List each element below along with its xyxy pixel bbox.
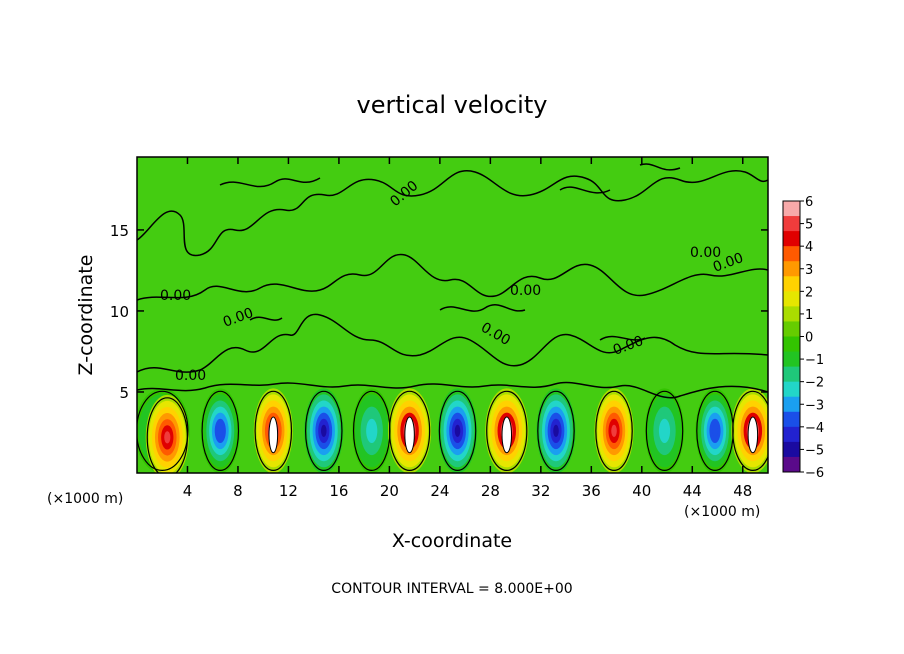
colorbar-swatch bbox=[783, 321, 800, 337]
velocity-cell-contour bbox=[732, 390, 768, 471]
velocity-cell-core bbox=[268, 416, 279, 454]
velocity-cell-ring bbox=[611, 424, 617, 437]
contour-interval-note: CONTOUR INTERVAL = 8.000E+00 bbox=[331, 581, 572, 597]
velocity-cell-core bbox=[501, 416, 513, 454]
colorbar-tick-label: 0 bbox=[805, 331, 813, 346]
y-axis-label: Z-coordinate bbox=[75, 255, 97, 376]
x-tick-label: 24 bbox=[430, 482, 449, 500]
zero-contours bbox=[137, 163, 768, 399]
velocity-cell-contour bbox=[146, 397, 188, 473]
colorbar-tick-label: 3 bbox=[805, 263, 813, 278]
x-tick-label: 36 bbox=[582, 482, 601, 500]
x-tick-label: 16 bbox=[329, 482, 348, 500]
colorbar-tick-label: −3 bbox=[805, 398, 824, 413]
x-axis-unit-right: (×1000 m) bbox=[684, 504, 760, 520]
velocity-cell-contour bbox=[537, 390, 575, 472]
colorbar-tick-label: −5 bbox=[805, 443, 824, 458]
colorbar-tick-label: 6 bbox=[805, 195, 813, 210]
colorbar-swatch bbox=[783, 246, 800, 262]
x-tick-label: 48 bbox=[733, 482, 752, 500]
colorbar-swatch bbox=[783, 291, 800, 307]
contour-label: 0.00 bbox=[175, 368, 206, 384]
x-tick-label: 28 bbox=[481, 482, 500, 500]
contour-line bbox=[137, 253, 768, 301]
colorbar-tick-label: −1 bbox=[805, 353, 824, 368]
colorbar-swatch bbox=[783, 456, 800, 473]
colorbar-swatch bbox=[783, 306, 800, 322]
colorbar-tick-label: 2 bbox=[805, 285, 813, 300]
contour-label: 0.00 bbox=[160, 288, 191, 304]
contour-line bbox=[137, 170, 768, 257]
colorbar-swatch bbox=[783, 201, 800, 217]
plot-frame bbox=[136, 156, 769, 474]
colorbar-swatch bbox=[783, 351, 800, 368]
colorbar-swatch bbox=[783, 396, 800, 413]
x-tick-label: 4 bbox=[183, 482, 193, 500]
cell-core-contours bbox=[137, 390, 768, 473]
velocity-cell-core bbox=[747, 416, 759, 454]
x-tick-label: 32 bbox=[531, 482, 550, 500]
colorbar-swatch bbox=[783, 426, 800, 443]
contour-line bbox=[219, 163, 681, 194]
x-tick-label: 40 bbox=[632, 482, 651, 500]
x-tick-label: 8 bbox=[233, 482, 243, 500]
velocity-cell-ring bbox=[661, 424, 668, 437]
x-tick-label: 44 bbox=[683, 482, 702, 500]
colorbar-swatch bbox=[783, 276, 800, 292]
colorbar-swatch bbox=[783, 411, 800, 428]
velocity-cell-contour bbox=[645, 390, 684, 472]
y-axis: 5 10 15 bbox=[110, 222, 768, 402]
colorbar-tick-label: 4 bbox=[805, 240, 813, 255]
velocity-cell-ring bbox=[454, 424, 461, 437]
velocity-cell-core bbox=[404, 416, 415, 454]
velocity-cell-ring bbox=[368, 424, 375, 437]
colorbar-tick-label: −4 bbox=[805, 421, 824, 436]
velocity-cell-contour bbox=[438, 390, 477, 472]
y-tick-label: 5 bbox=[119, 384, 129, 402]
velocity-cell-ring bbox=[553, 424, 559, 437]
x-axis-label: X-coordinate bbox=[392, 530, 512, 552]
velocity-cell-contour bbox=[254, 390, 293, 472]
plot-panel: 0.000.000.000.000.000.000.000.000.00 bbox=[137, 157, 768, 473]
colorbar-swatch bbox=[783, 261, 800, 277]
velocity-cell-contour bbox=[137, 390, 189, 471]
colorbar-swatch bbox=[783, 441, 800, 458]
velocity-cell-ring bbox=[712, 424, 718, 437]
colorbar: 6 5 4 3 2 1 0 −1 −2 −3 −4 −5 −6 bbox=[782, 195, 824, 481]
x-axis: 4 8 12 16 20 24 28 32 36 40 44 48 bbox=[183, 157, 752, 500]
contour-line bbox=[249, 304, 646, 341]
contour-label: 0.00 bbox=[690, 245, 721, 261]
x-tick-label: 20 bbox=[380, 482, 399, 500]
colorbar-swatch bbox=[783, 366, 800, 383]
colorbar-swatch bbox=[783, 336, 800, 353]
x-tick-label: 12 bbox=[279, 482, 298, 500]
colorbar-tick-label: 5 bbox=[805, 218, 813, 233]
chart-title: vertical velocity bbox=[357, 91, 548, 119]
colorbar-swatch bbox=[783, 231, 800, 247]
velocity-cell-contour bbox=[388, 390, 431, 472]
y-tick-label: 15 bbox=[110, 222, 129, 240]
contour-line bbox=[137, 381, 768, 399]
contour-line bbox=[137, 313, 768, 373]
velocity-cell-contour bbox=[595, 390, 633, 472]
colorbar-tick-label: −6 bbox=[805, 466, 824, 481]
colorbar-swatch bbox=[783, 381, 800, 398]
velocity-cell-ring bbox=[217, 424, 224, 437]
colorbar-swatch bbox=[783, 216, 800, 232]
colorbar-tick-label: −2 bbox=[805, 376, 824, 391]
contour-label: 0.00 bbox=[510, 283, 541, 299]
velocity-cell-ring bbox=[320, 424, 327, 437]
colorbar-tick-label: 1 bbox=[805, 308, 813, 323]
velocity-cell-contour bbox=[304, 390, 343, 472]
velocity-field bbox=[137, 388, 768, 473]
x-axis-unit-left: (×1000 m) bbox=[47, 491, 123, 507]
velocity-cell-contour bbox=[486, 390, 528, 472]
y-tick-label: 10 bbox=[110, 303, 129, 321]
velocity-cell-contour bbox=[201, 390, 240, 472]
velocity-cell-ring bbox=[164, 431, 171, 444]
